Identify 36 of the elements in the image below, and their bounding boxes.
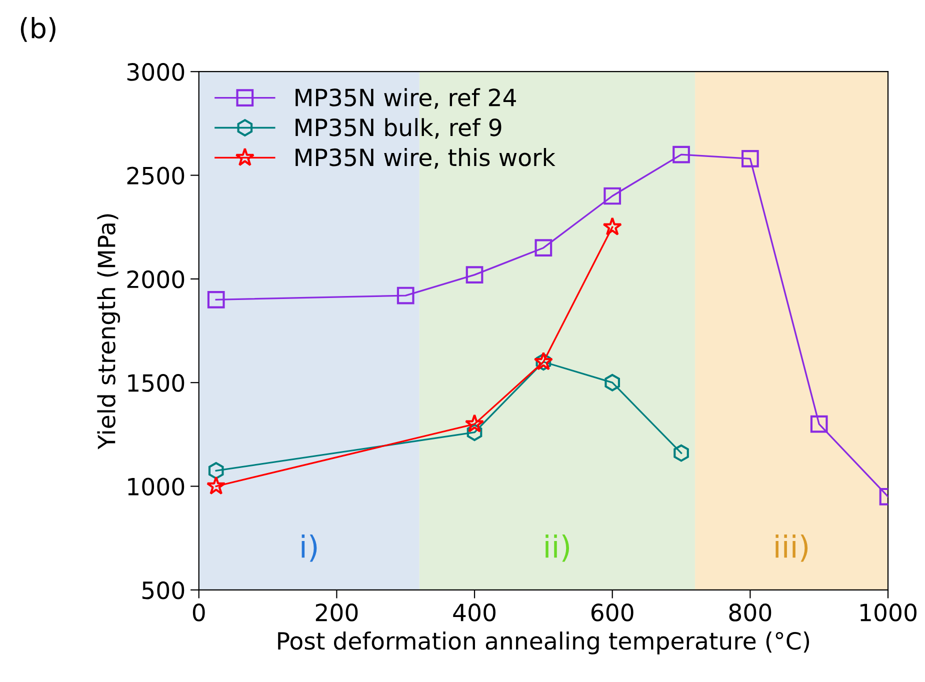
x-tick-label: 800	[729, 604, 772, 622]
y-tick-label: 2000	[127, 270, 184, 288]
point	[810, 415, 828, 433]
point	[672, 146, 690, 164]
point	[207, 290, 225, 308]
point	[604, 187, 622, 205]
x-tick-label: 600	[591, 604, 634, 622]
point	[602, 217, 622, 236]
band-label: iii)	[776, 534, 808, 562]
y-axis-title: Yield strength (MPa)	[97, 214, 120, 450]
point	[466, 266, 484, 284]
point	[208, 462, 224, 480]
point	[741, 150, 759, 168]
y-tick-label: 1500	[128, 374, 184, 392]
legend-label: MP35N wire, ref 24	[296, 88, 516, 109]
y-tick-label: 3000	[127, 63, 184, 81]
x-tick-label: 1000	[860, 604, 916, 622]
x-axis-title: Post deformation annealing temperature (°C)	[278, 632, 810, 654]
point	[674, 444, 689, 462]
x-tick-label: 0	[192, 604, 205, 622]
point	[604, 374, 620, 392]
point	[534, 239, 552, 257]
legend-label: MP35N bulk, ref 9	[296, 118, 502, 139]
text: (b)	[20, 17, 56, 42]
point	[206, 476, 226, 495]
x-tick-label: 400	[453, 604, 496, 622]
point	[466, 424, 482, 442]
band-label: ii)	[546, 534, 570, 562]
x-tick-label: 200	[316, 604, 358, 622]
legend-label: MP35N wire, this work	[296, 148, 556, 169]
y-tick-label: 2500	[127, 166, 184, 185]
point	[464, 414, 484, 432]
band-label: i)	[302, 534, 317, 562]
point	[396, 286, 414, 304]
y-tick-label: 500	[142, 581, 184, 600]
y-tick-label: 1000	[128, 478, 184, 496]
